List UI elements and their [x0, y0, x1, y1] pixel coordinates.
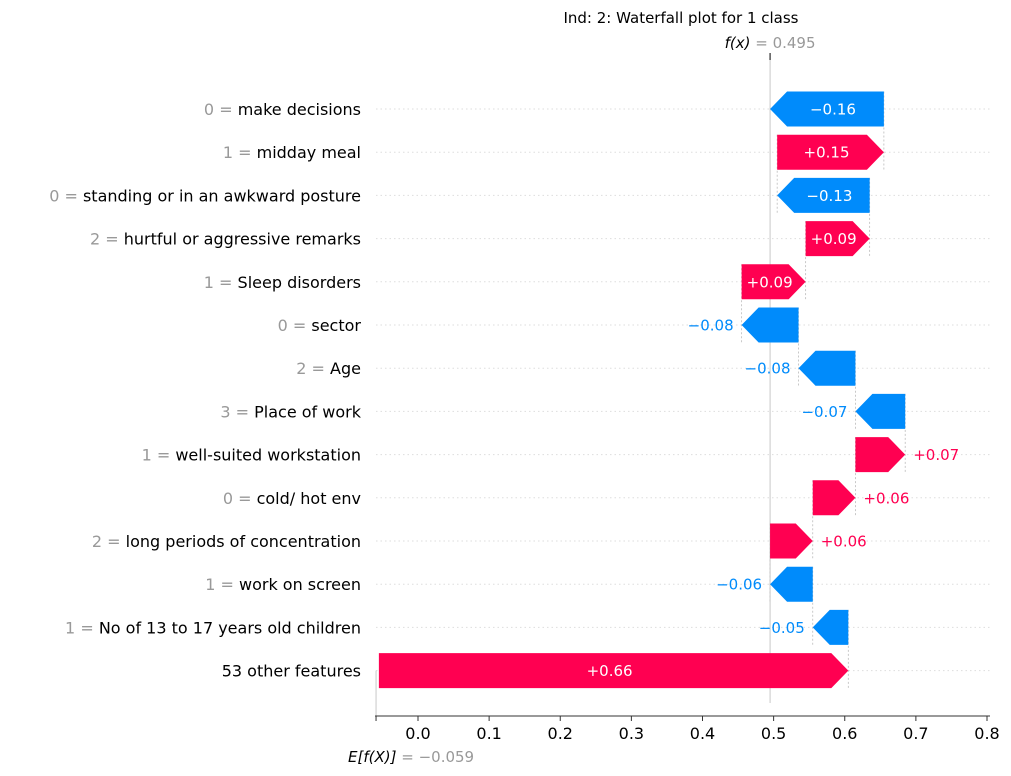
- contribution-bar: [798, 350, 856, 386]
- feature-name: midday meal: [257, 143, 361, 162]
- chart-title: Ind: 2: Waterfall plot for 1 class: [563, 9, 798, 27]
- fx-name: f(x): [725, 34, 751, 52]
- feature-value: 0 =: [278, 316, 312, 335]
- feature-name: well-suited workstation: [175, 446, 361, 465]
- contribution-bar: [770, 523, 813, 559]
- contribution-label: −0.13: [806, 187, 852, 205]
- contribution-label: +0.09: [811, 230, 857, 248]
- contribution-label: +0.15: [804, 144, 850, 162]
- row-gridlines: [376, 108, 990, 672]
- x-tick-label: 0.3: [619, 724, 644, 743]
- contribution-label: −0.07: [801, 403, 847, 421]
- feature-value: 1 =: [204, 273, 238, 292]
- feature-label: 0 = standing or in an awkward posture: [49, 186, 361, 205]
- feature-value: 1 =: [142, 446, 176, 465]
- contribution-label: −0.08: [688, 317, 734, 335]
- contribution-bar: [805, 221, 870, 257]
- feature-value: 1 =: [223, 143, 257, 162]
- base-name: E[f(X)]: [348, 748, 397, 766]
- feature-value: 2 =: [92, 532, 126, 551]
- x-tick-label: 0.5: [761, 724, 786, 743]
- x-tick-label: 0.1: [476, 724, 501, 743]
- x-axis: 0.0 0.1 0.2 0.3 0.4 0.5 0.6 0.7 0.8: [375, 715, 1000, 743]
- x-tick-label: 0.2: [548, 724, 573, 743]
- feature-name: standing or in an awkward posture: [83, 186, 361, 205]
- feature-name: long periods of concentration: [126, 532, 361, 551]
- feature-name: cold/ hot env: [257, 489, 361, 508]
- contribution-label: +0.06: [863, 489, 909, 507]
- contribution-bars: −0.16 +0.15 −0.13 +0.09 +0.09 −0.08 −0.08 −0.07…: [378, 91, 959, 689]
- feature-name: Sleep disorders: [238, 273, 361, 292]
- contribution-bar: [741, 264, 806, 300]
- base-text: E[f(X)] = −0.059: [348, 748, 474, 766]
- feature-label: 2 = long periods of concentration: [92, 532, 361, 551]
- x-tick-label: 0.4: [690, 724, 715, 743]
- feature-value: 0 =: [49, 186, 83, 205]
- feature-value: 3 =: [220, 402, 254, 421]
- feature-value: 2 =: [90, 230, 124, 249]
- feature-name: Place of work: [254, 402, 362, 421]
- contribution-label: −0.05: [759, 619, 805, 637]
- feature-label: 3 = Place of work: [220, 402, 361, 421]
- contribution-bar: [777, 177, 870, 213]
- feature-value: 0 =: [204, 100, 238, 119]
- feature-name: hurtful or aggressive remarks: [124, 230, 361, 249]
- contribution-bar: [812, 480, 856, 516]
- base-value: = −0.059: [396, 748, 474, 766]
- contribution-bar: [777, 134, 884, 170]
- feature-name: Age: [330, 359, 361, 378]
- feature-name: make decisions: [238, 100, 361, 119]
- fx-value: = 0.495: [750, 34, 815, 52]
- feature-value: 0 =: [223, 489, 257, 508]
- contribution-label: +0.06: [821, 533, 867, 551]
- fx-annotation: f(x) = 0.495: [725, 34, 816, 52]
- contribution-label: −0.08: [745, 360, 791, 378]
- feature-label: 2 = Age: [296, 359, 361, 378]
- contribution-bar: [855, 393, 906, 429]
- contribution-bar: [855, 437, 906, 473]
- x-tick-label: 0.6: [832, 724, 857, 743]
- feature-label: 2 = hurtful or aggressive remarks: [90, 230, 361, 249]
- feature-value: 2 =: [296, 359, 330, 378]
- feature-label: 0 = cold/ hot env: [223, 489, 361, 508]
- feature-label: 1 = Sleep disorders: [204, 273, 361, 292]
- contribution-bar: [770, 91, 884, 127]
- contribution-label: +0.09: [747, 273, 793, 291]
- contribution-label: +0.66: [587, 662, 633, 680]
- x-tick-label: 0.8: [974, 724, 999, 743]
- feature-name: work on screen: [239, 575, 361, 594]
- feature-name: 53 other features: [222, 662, 361, 681]
- x-tick-label: 0.0: [405, 724, 430, 743]
- feature-label: 0 = make decisions: [204, 100, 361, 119]
- feature-label: 0 = sector: [278, 316, 362, 335]
- contribution-bar: [812, 609, 849, 645]
- fx-text: f(x) = 0.495: [725, 34, 816, 52]
- feature-label: 53 other features: [222, 662, 361, 681]
- feature-value: 1 =: [205, 575, 239, 594]
- contribution-label: +0.07: [913, 446, 959, 464]
- contribution-label: −0.06: [716, 576, 762, 594]
- contribution-label: −0.16: [810, 101, 856, 119]
- expected-value-annotation: E[f(X)] = −0.059: [348, 748, 474, 766]
- x-tick-label: 0.7: [903, 724, 928, 743]
- feature-label: 1 = well-suited workstation: [142, 446, 361, 465]
- feature-value: 1 =: [65, 618, 99, 637]
- contribution-bar: [770, 566, 813, 602]
- feature-label: 1 = No of 13 to 17 years old children: [65, 618, 361, 637]
- contribution-bar: [741, 307, 799, 343]
- feature-name: No of 13 to 17 years old children: [99, 618, 361, 637]
- feature-label: 1 = work on screen: [205, 575, 361, 594]
- contribution-bar: [378, 653, 849, 689]
- feature-name: sector: [311, 316, 361, 335]
- feature-labels: 0 = make decisions 1 = midday meal 0 = sta…: [49, 100, 362, 681]
- feature-label: 1 = midday meal: [223, 143, 361, 162]
